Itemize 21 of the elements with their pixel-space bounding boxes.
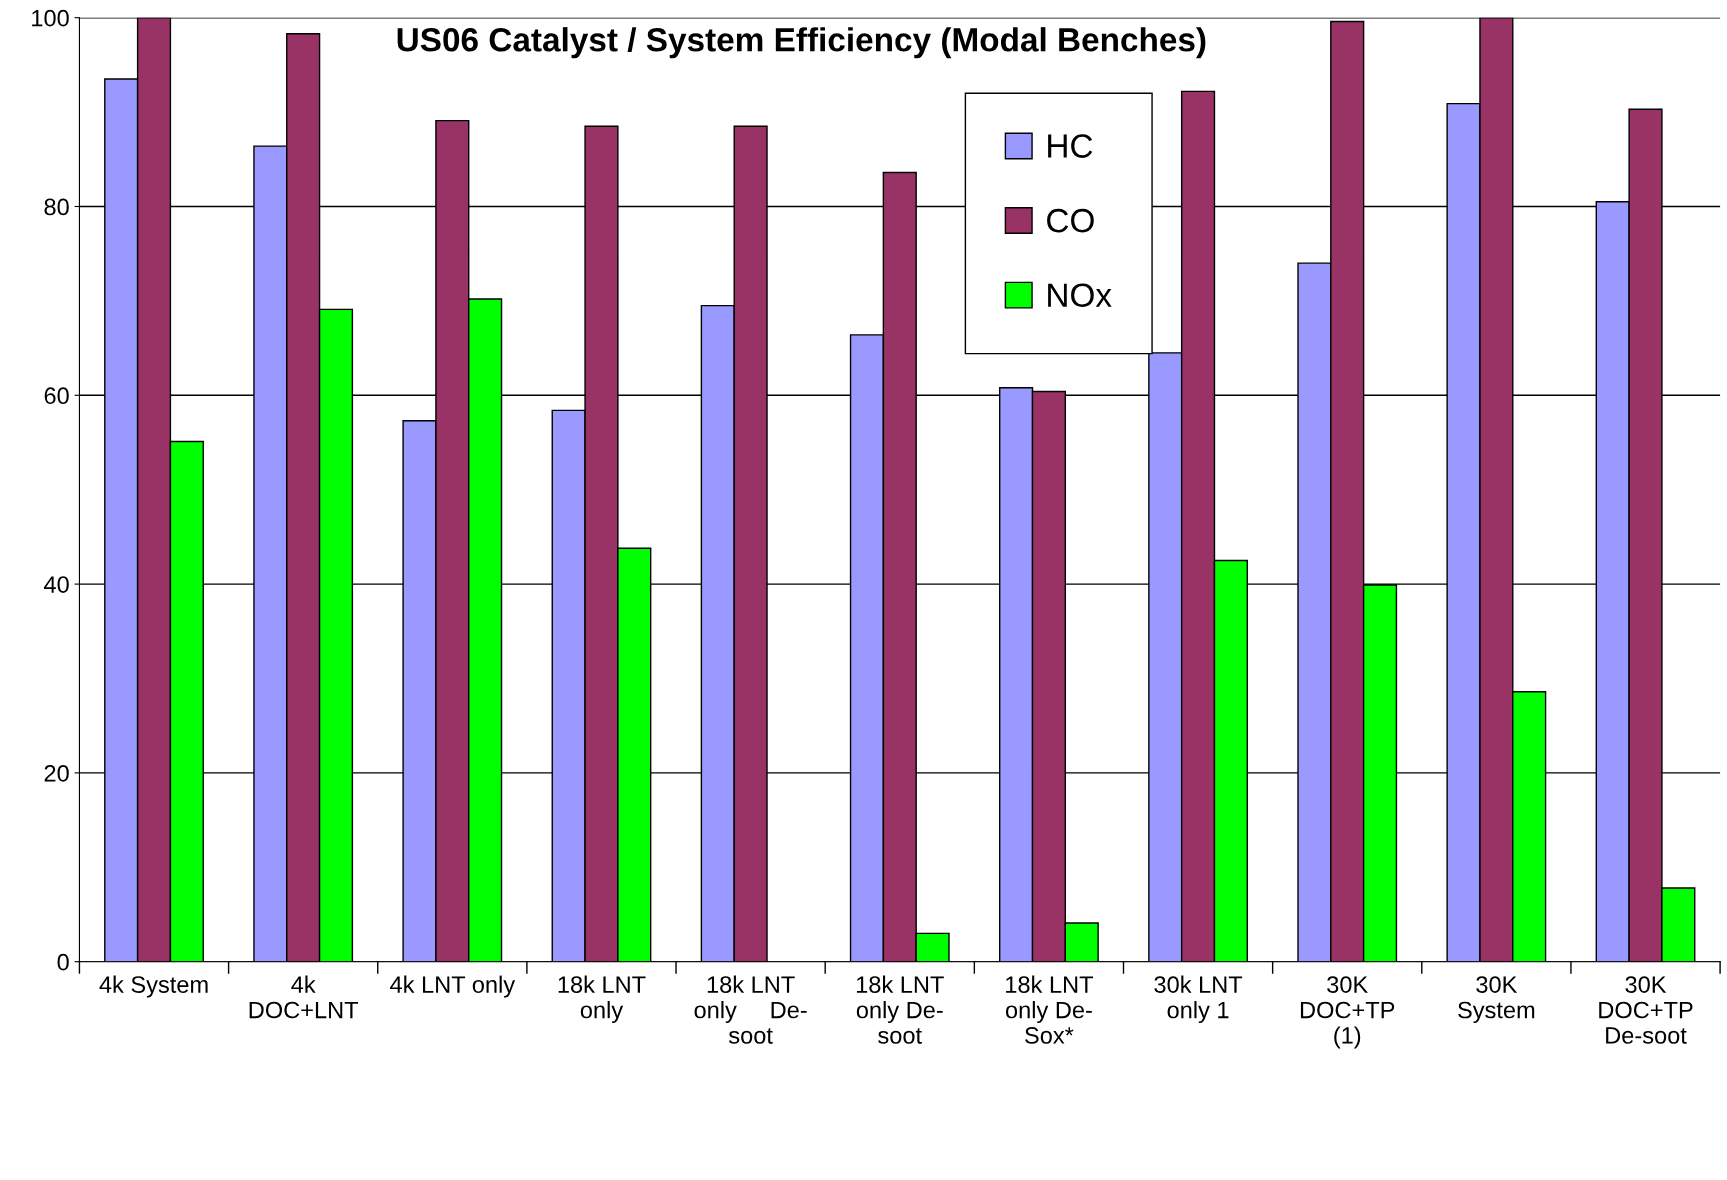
legend-label: HC xyxy=(1048,134,1093,158)
y-tick-label: 80 xyxy=(44,198,69,216)
chart-title: US06 Catalyst / System Efficiency (Modal Benches) xyxy=(397,27,1206,59)
x-tick-label: 30K DOC+TP De-soot xyxy=(1599,976,1693,1044)
y-tick-label: 0 xyxy=(57,953,69,971)
legend-label: NOx xyxy=(1048,283,1112,308)
x-tick-label: 30k LNT only 1 xyxy=(1154,975,1243,1024)
x-tick-label: 30K System xyxy=(1458,976,1535,1024)
y-tick-label: 40 xyxy=(44,576,69,593)
x-tick-label: 4k LNT only xyxy=(390,975,516,998)
x-tick-label: 18k LNT only De- soot xyxy=(694,975,807,1044)
y-tick-label: 100 xyxy=(32,9,69,27)
x-tick-label: 18k LNT only De- soot xyxy=(856,975,944,1044)
x-tick-label: 30K DOC+TP (1) xyxy=(1300,976,1395,1049)
y-tick-label: 60 xyxy=(44,387,69,405)
legend-label: CO xyxy=(1047,208,1094,233)
x-tick-label: 4k System xyxy=(99,975,208,998)
y-tick-label: 20 xyxy=(44,764,69,782)
x-tick-label: 18k LNT only De- Sox* xyxy=(1005,975,1093,1044)
x-tick-label: 18k LNT only xyxy=(558,975,646,1024)
x-tick-label: 4k DOC+LNT xyxy=(249,975,359,1019)
